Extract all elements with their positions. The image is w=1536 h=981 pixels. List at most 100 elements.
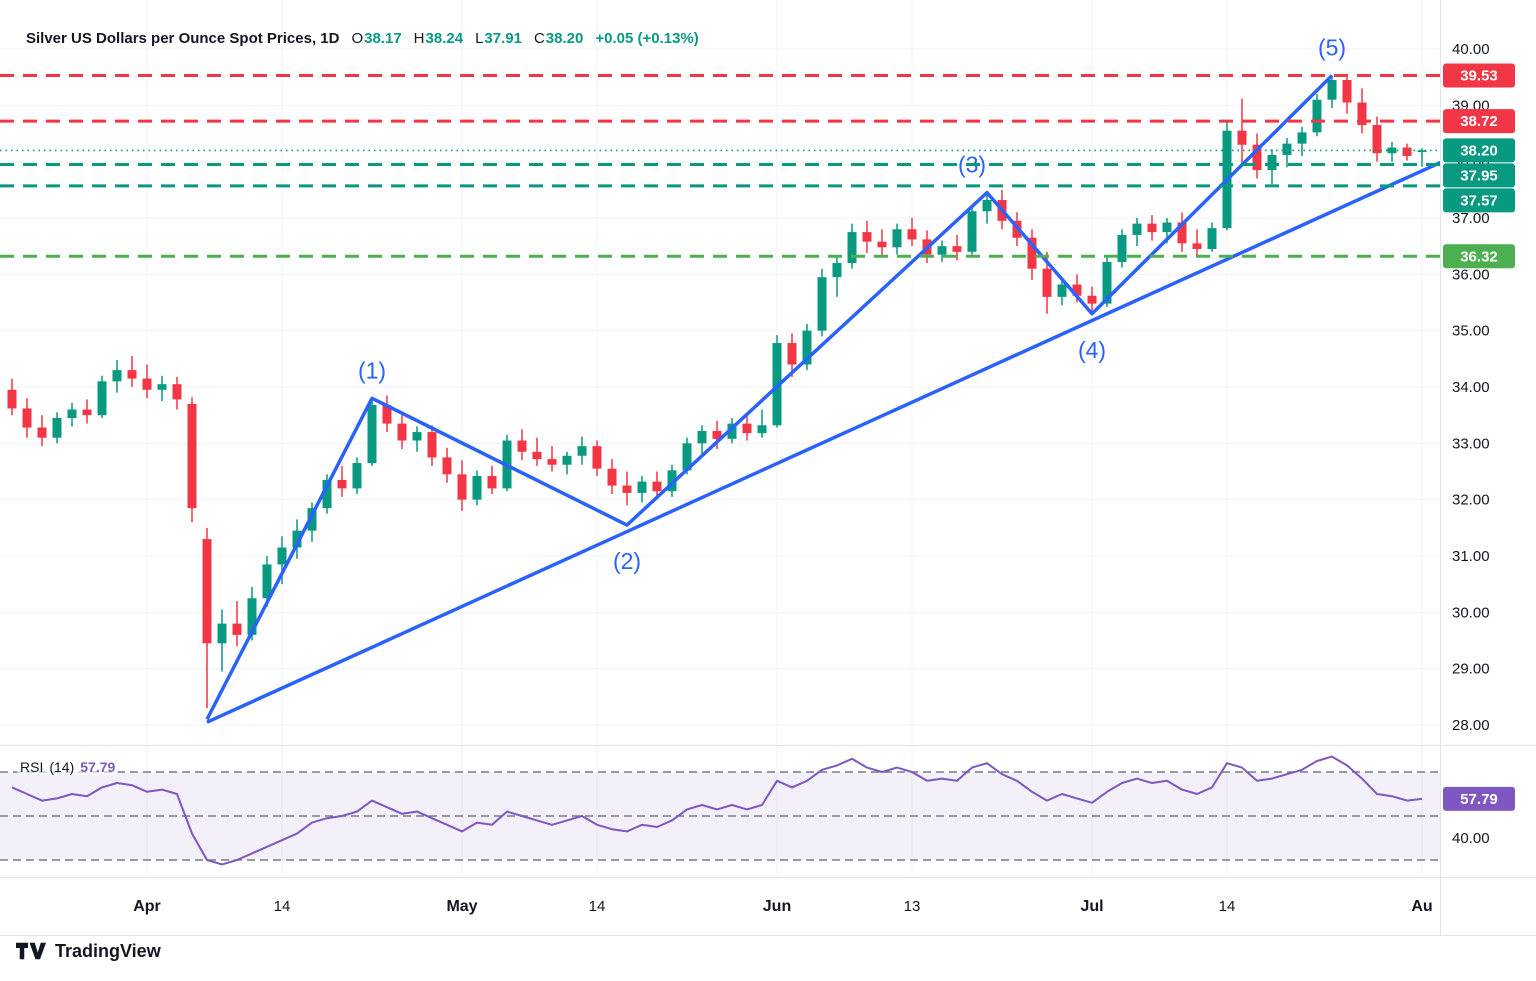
candlestick-series [7,75,1427,709]
candle-body-up [217,623,227,644]
candle-body-up [727,423,737,439]
time-tick: Apr [133,898,161,915]
candle-body-down [442,457,452,475]
wave-labels: (1)(2)(3)(4)(5) [358,34,1346,574]
candle-body-up [52,417,62,438]
candle-body-up [1117,234,1127,262]
candle-body-down [427,432,437,458]
candle-body-up [1327,79,1337,100]
candle-body-down [1237,130,1247,145]
candle-body-down [547,459,557,465]
candle-body-up [817,277,827,331]
brand-name: TradingView [55,940,161,961]
candle-body-up [157,384,167,390]
candle-body-up [1297,132,1307,144]
candle-body-down [1072,284,1082,296]
price-tick: 32.00 [1452,492,1490,509]
candle-body-down [607,468,617,486]
wave-label: (1) [358,357,386,383]
candle-body-down [712,430,722,439]
change-value: +0.05 (+0.13%) [595,30,699,47]
separators [0,0,1536,936]
level-badge [1443,163,1515,188]
candle-body-up [937,246,947,255]
candle-body-up [1312,99,1322,133]
time-tick: 13 [904,898,921,915]
tradingview-logo [16,942,46,960]
candle-body-down [232,623,242,635]
candle-body-up [277,547,287,565]
level-badge [1443,188,1515,213]
candle-body-down [22,408,32,428]
level-badge-label: 37.57 [1460,192,1498,209]
candle-body-up [292,530,302,548]
rsi-value-badge [1443,786,1515,811]
candle-body-down [1342,79,1352,103]
candle-body-up [367,405,377,464]
ohlc-open: O 38.17 [351,30,401,47]
candle-body-down [592,446,602,469]
candle-body-up [67,409,77,418]
candle-body-down [652,481,662,492]
ohlc-low: L 37.91 [475,30,522,47]
level-badge-label: 38.72 [1460,113,1498,130]
candle-body-down [787,343,797,365]
wave-label: (5) [1318,34,1346,60]
candle-body-up [472,476,482,500]
candle-body-up [1417,150,1427,153]
level-badge [1443,109,1515,134]
candle-body-up [832,263,842,278]
rsi-pane [0,755,1440,866]
candle-body-up [847,232,857,264]
candle-body-down [1372,125,1382,154]
candle-body-down [1252,144,1262,171]
close-value: 38.20 [545,30,584,47]
low-label: L [475,30,484,47]
rsi-legend[interactable]: RSI (14) 57.79 [17,759,119,775]
symbol-title: Silver US Dollars per Ounce Spot Prices,… [26,30,340,47]
wave-label: (4) [1078,337,1106,363]
candle-body-up [682,443,692,471]
rsi-axis-tick: 40.00 [1452,830,1490,847]
time-tick: 14 [274,898,291,915]
time-tick: Au [1411,898,1432,915]
candle-body-down [82,409,92,416]
price-tick: 28.00 [1452,717,1490,734]
tradingview-attribution[interactable]: TradingView [16,940,161,962]
symbol-legend[interactable]: Silver US Dollars per Ounce Spot Prices,… [26,30,699,47]
candle-body-up [577,446,587,456]
candle-body-down [382,405,392,424]
candle-body-down [877,241,887,248]
price-levels [0,73,1440,258]
price-badges: 39.53 38.72 38.20 37.95 37.57 36.32 57.79 [1443,63,1515,811]
level-badge-label: 36.32 [1460,248,1498,265]
open-value: 38.17 [364,30,402,47]
level-badge-label: 39.53 [1460,67,1498,84]
candle-body-down [487,476,497,489]
candle-body-down [1402,147,1412,157]
trend-drawings [205,74,1467,724]
candle-body-down [1177,222,1187,244]
time-axis[interactable]: Apr 14 May 14 Jun 13 Jul 14 Au [133,898,1432,915]
elliott-wave-line[interactable] [205,74,1334,721]
price-tick: 29.00 [1452,661,1490,678]
trend-baseline[interactable] [206,150,1467,724]
candle-body-up [1267,154,1277,171]
candle-body-down [742,423,752,434]
candle-body-down [1087,295,1097,304]
candle-body-down [142,378,152,390]
candle-body-down [1027,237,1037,269]
rsi-name: RSI [20,759,44,775]
candle-body-down [7,389,17,409]
candle-body-up [352,463,362,489]
price-tick: 30.00 [1452,604,1490,621]
time-tick: Jul [1080,898,1103,915]
level-badge-label: 37.95 [1460,167,1498,184]
candle-body-down [1147,223,1157,233]
candle-body-down [202,539,212,644]
price-tick: 37.00 [1452,210,1490,227]
candle-body-up [802,330,812,365]
price-tick: 31.00 [1452,548,1490,565]
time-tick: Jun [763,898,791,915]
